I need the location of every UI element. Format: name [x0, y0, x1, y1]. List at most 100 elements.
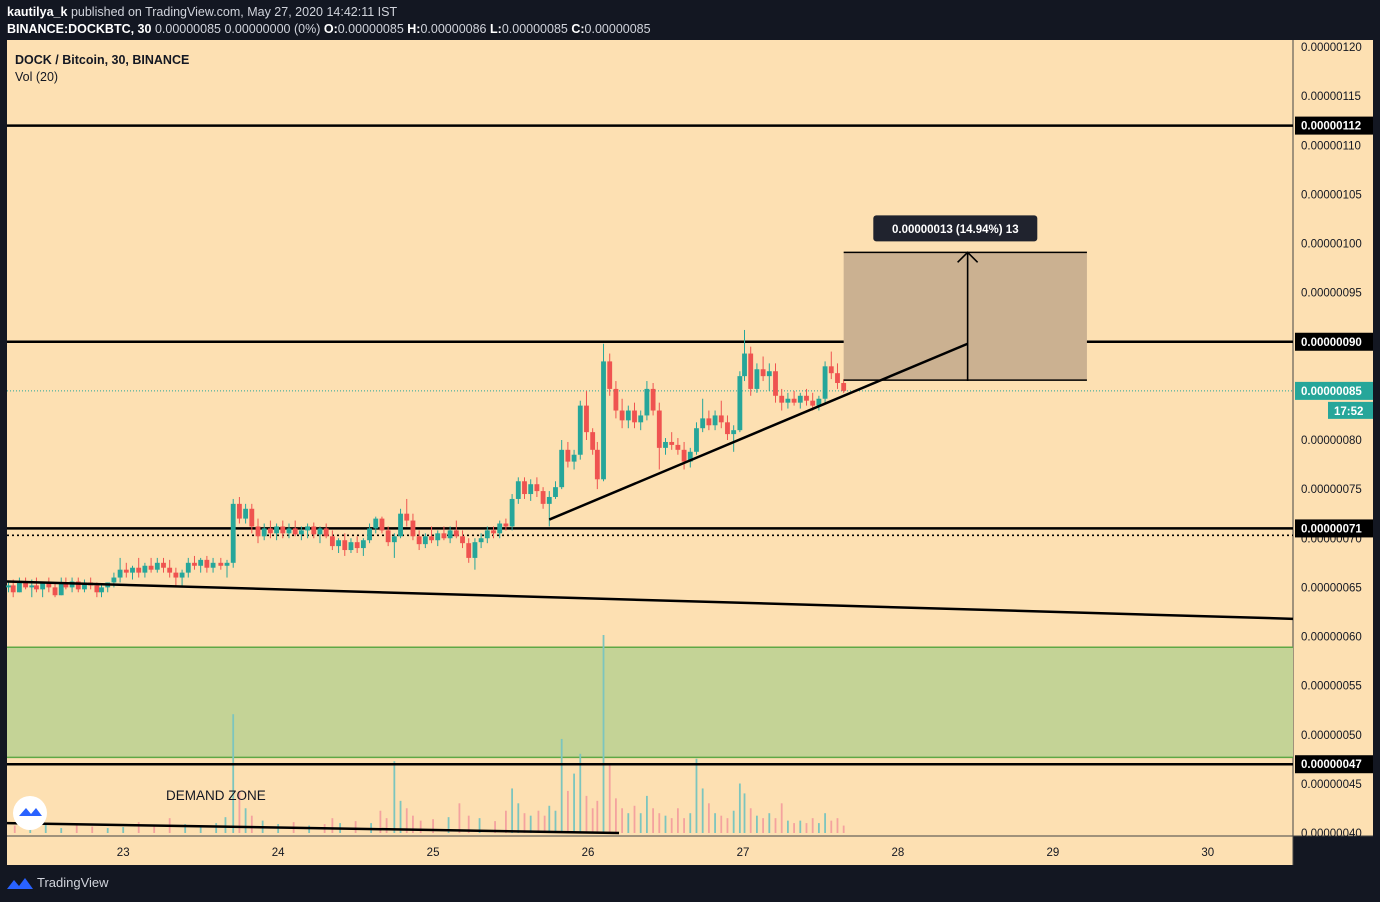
volume-bar: [29, 827, 32, 833]
candle: [111, 577, 117, 583]
low-value: 0.00000085: [501, 22, 568, 36]
price-axis[interactable]: [1293, 40, 1373, 836]
candle: [810, 400, 816, 406]
candle: [700, 418, 706, 429]
candle: [571, 454, 577, 462]
volume-bar: [585, 795, 588, 833]
volume-bar: [548, 805, 551, 833]
candle: [142, 565, 148, 573]
footer-brand: TradingView: [37, 875, 109, 890]
candle: [528, 484, 534, 495]
high-value: 0.00000086: [420, 22, 487, 36]
candle: [336, 540, 341, 547]
volume-bar: [738, 783, 741, 833]
volume-bar: [695, 758, 698, 833]
candle: [841, 383, 847, 391]
candle: [298, 530, 304, 535]
candle: [429, 536, 434, 541]
volume-bar: [91, 826, 94, 833]
candle: [663, 441, 668, 448]
volume-bar: [432, 819, 434, 833]
candle: [613, 388, 619, 411]
volume-bar: [670, 818, 673, 833]
volume-bar: [13, 825, 16, 833]
candle: [204, 559, 210, 568]
volume-bar: [676, 808, 679, 833]
price-chart[interactable]: 0.00000013 (14.94%) 13 0.00000120 0.00000…: [0, 40, 1380, 865]
trend-line: [548, 342, 969, 521]
volume-bar: [573, 773, 575, 833]
candle: [261, 528, 267, 537]
candle: [391, 536, 397, 543]
candle: [230, 503, 236, 563]
quote-text: 0.00000085 0.00000000 (0%): [154, 22, 321, 36]
volume-bar: [756, 815, 758, 833]
volume-bar: [137, 822, 140, 833]
candle: [130, 567, 135, 573]
candle: [669, 441, 675, 445]
candle: [154, 562, 160, 570]
price-tick-label: 0.00000080: [1301, 435, 1362, 447]
time-axis[interactable]: [7, 836, 1293, 865]
candle: [185, 562, 191, 573]
candle: [779, 395, 785, 403]
candle: [148, 565, 154, 570]
candle: [791, 398, 797, 403]
footer-logo[interactable]: TradingView: [7, 875, 109, 890]
candle: [725, 422, 730, 435]
volume-bar: [224, 817, 227, 833]
tradingview-watermark-icon: [13, 796, 47, 830]
volume-bar: [811, 818, 814, 833]
candle: [565, 449, 571, 462]
candle: [577, 405, 583, 455]
candle: [675, 444, 681, 450]
volume-bar: [836, 818, 839, 833]
level-price-badge: [1295, 116, 1373, 135]
volume-bar: [799, 820, 802, 833]
candle: [123, 569, 129, 573]
level-price-label: 0.00000090: [1301, 337, 1362, 349]
time-tick-label: 27: [737, 847, 750, 859]
volume-bar: [393, 761, 396, 833]
candle: [40, 582, 46, 590]
candle: [472, 542, 478, 558]
author-name[interactable]: kautilya_k: [7, 5, 68, 19]
candle: [706, 418, 712, 426]
candle: [540, 491, 546, 504]
volume-bar: [591, 808, 594, 833]
candle: [737, 376, 743, 431]
volume-bar: [830, 820, 833, 833]
candle: [797, 395, 803, 403]
volume-bar: [749, 808, 752, 833]
volume-bar: [824, 813, 826, 833]
volume-bar: [511, 788, 514, 833]
candle: [29, 585, 35, 588]
time-tick-label: 26: [582, 847, 595, 859]
volume-bar: [354, 821, 357, 833]
volume-bar: [458, 803, 461, 833]
candle: [82, 582, 87, 590]
time-tick-label: 29: [1046, 847, 1059, 859]
price-tick-label: 0.00000050: [1301, 730, 1362, 742]
candle: [16, 582, 22, 593]
candle: [10, 585, 16, 593]
candle: [601, 361, 606, 480]
candle: [373, 518, 379, 529]
legend-volume: Vol (20): [15, 70, 58, 84]
volume-bar: [762, 818, 765, 833]
target-box: [843, 252, 1087, 381]
candle: [249, 508, 255, 527]
candle: [136, 567, 142, 573]
candle: [255, 526, 261, 537]
level-price-label: 0.00000112: [1301, 121, 1361, 133]
candle: [243, 508, 249, 519]
volume-bar: [238, 790, 241, 833]
candle: [63, 582, 69, 588]
volume-bar: [529, 815, 532, 833]
candle: [161, 562, 166, 568]
volume-bar: [701, 788, 704, 833]
candle: [398, 513, 403, 537]
candle: [280, 526, 286, 534]
candle: [466, 543, 472, 558]
volume-bar: [566, 790, 569, 833]
